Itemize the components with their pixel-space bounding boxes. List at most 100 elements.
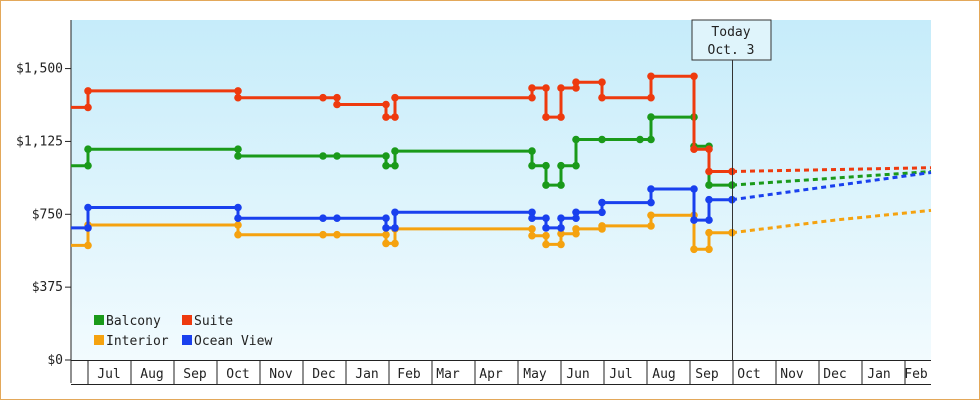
data-point [705,181,713,189]
data-point [234,152,242,160]
data-point [636,135,644,144]
data-point [705,245,713,254]
data-point [542,84,550,92]
data-point [647,135,655,144]
data-point [598,93,606,102]
data-point [528,84,536,92]
legend-swatch [94,315,104,325]
data-point [319,230,327,239]
data-point [557,181,565,189]
series-line [71,213,732,251]
data-point [382,161,390,170]
x-tick-label: Jul [97,367,120,382]
data-point [391,224,399,232]
today-marker: Today Oct. 3 [691,19,772,360]
x-tick-label: Nov [269,367,293,382]
plot-background [71,20,931,360]
data-point [572,161,580,170]
y-tick-label: $1,125 [16,134,63,149]
y-tick-label: $375 [32,280,63,295]
legend-swatch [182,315,192,325]
data-point [234,221,242,229]
y-tick-label: $0 [47,353,63,368]
data-point [382,224,390,232]
data-point [542,181,550,189]
forecast-line [731,166,932,173]
x-tick-label: Mar [436,367,460,382]
x-tick-label: May [523,367,547,382]
data-point [690,245,698,254]
data-point [647,198,655,207]
data-point [542,161,550,170]
data-point [528,225,536,233]
data-point [382,230,390,239]
data-point [528,231,536,240]
data-point [333,230,341,239]
data-point [598,78,606,86]
x-tick-label: Jan [355,367,378,382]
data-point [647,185,655,193]
legend-swatch [182,335,192,345]
today-label: Today [711,25,750,40]
series-suite [71,72,932,176]
data-point [234,93,242,102]
data-point [84,87,92,95]
x-tick-label: Jul [609,367,632,382]
axes: $0 $375 $750 $1,125 $1,500 Jul Aug Sep Oct Nov Dec… [16,20,931,385]
legend-label: Ocean View [194,334,272,349]
data-point [528,93,536,102]
x-tick-label: Apr [479,367,503,382]
legend: Balcony Suite Interior Ocean View [94,314,272,349]
x-tick-label: Jan [867,367,890,382]
data-point [391,93,399,102]
data-point [391,161,399,170]
data-point [598,198,606,207]
legend-swatch [94,335,104,345]
data-point [542,231,550,240]
forecast-line [731,208,932,235]
data-point [528,161,536,170]
data-point [557,214,565,222]
data-point [572,84,580,92]
data-point [382,100,390,109]
data-point [319,93,327,102]
legend-label: Interior [106,334,169,349]
x-tick-label: Sep [695,367,719,382]
data-point [557,84,565,92]
data-point [382,113,390,121]
data-point [528,214,536,222]
y-tick-label: $750 [32,207,63,222]
data-point [557,113,565,121]
data-point [690,145,698,153]
data-point [572,208,580,217]
data-point [391,208,399,217]
data-point [84,145,92,153]
data-point [705,145,713,153]
data-point [333,214,341,222]
series-interior [71,208,932,254]
data-point [84,241,92,250]
x-tick-label: Nov [780,367,804,382]
data-point [572,214,580,222]
x-tick-label: Oct [737,367,760,382]
data-point [84,203,92,212]
data-point [234,214,242,222]
data-point [647,211,655,220]
data-point [319,152,327,160]
x-tick-label: Aug [140,367,163,382]
forecast-line [731,171,932,202]
data-point [690,185,698,193]
data-point [333,152,341,160]
data-point [234,230,242,239]
data-point [690,72,698,81]
series-line [71,115,732,187]
forecast-line [731,170,932,187]
data-point [572,135,580,144]
data-point [391,113,399,121]
data-point [705,167,713,176]
data-point [333,93,341,102]
legend-label: Balcony [106,314,161,329]
data-point [647,222,655,230]
data-point [528,208,536,217]
